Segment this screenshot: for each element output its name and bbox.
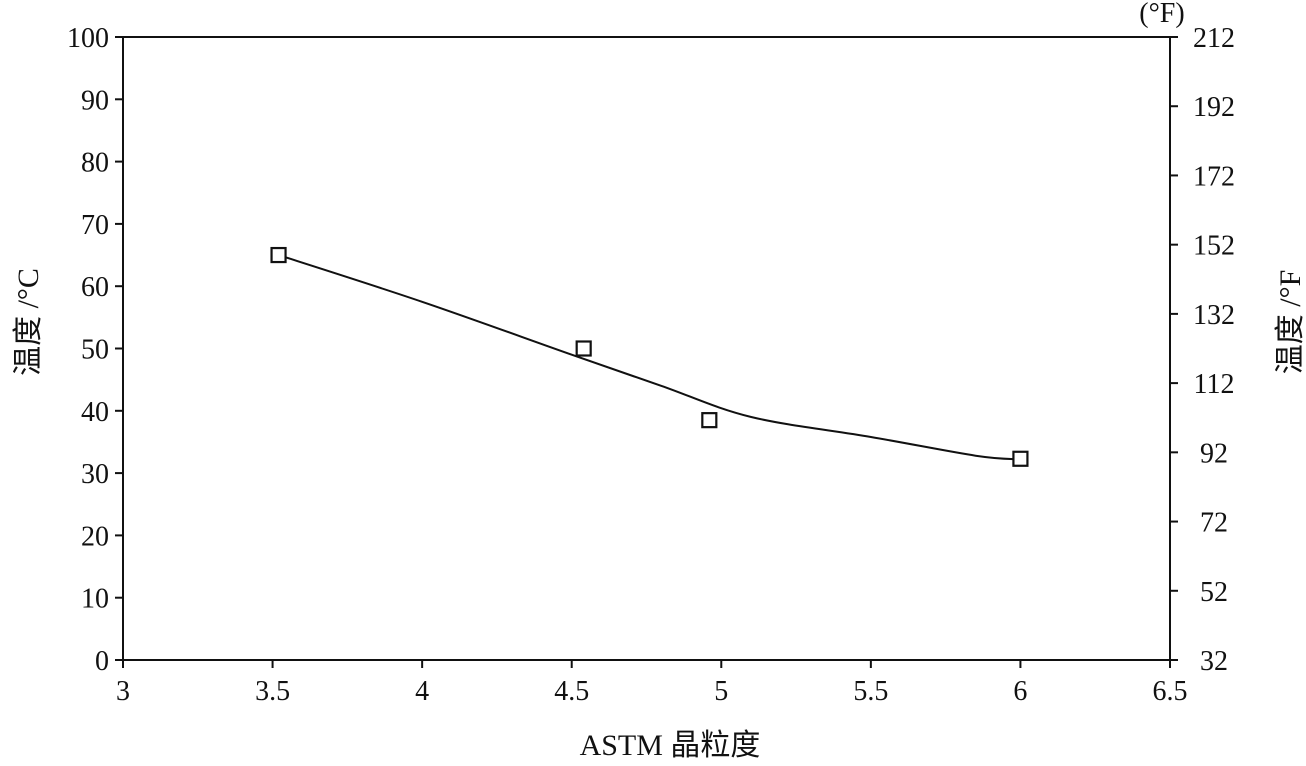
data-point-marker xyxy=(701,412,718,429)
data-point-marker xyxy=(1012,450,1029,467)
y-left-tick-label: 60 xyxy=(81,272,109,303)
data-point-marker xyxy=(575,340,592,357)
x-tick-label: 5 xyxy=(714,676,728,707)
y-left-tick-label: 20 xyxy=(81,521,109,552)
x-axis-title: ASTM 晶粒度 xyxy=(580,729,761,762)
x-tick-label: 6 xyxy=(1013,676,1027,707)
y-right-tick-label: 172 xyxy=(1193,161,1235,192)
y-right-tick-label: 92 xyxy=(1200,438,1228,469)
plot-frame xyxy=(122,36,1171,661)
right-unit-label: (°F) xyxy=(1139,0,1184,29)
x-tick-label: 4 xyxy=(415,676,429,707)
y-left-tick-label: 70 xyxy=(81,210,109,241)
y-right-tick-label: 212 xyxy=(1193,23,1235,54)
fit-curve xyxy=(278,254,1021,461)
y-left-tick-label: 80 xyxy=(81,148,109,179)
x-tick-label: 3.5 xyxy=(255,676,290,707)
y-left-tick-label: 40 xyxy=(81,397,109,428)
y-left-tick-label: 50 xyxy=(81,335,109,366)
x-tick-label: 6.5 xyxy=(1153,676,1188,707)
x-tick-label: 5.5 xyxy=(853,676,888,707)
y-right-tick-label: 112 xyxy=(1194,369,1235,400)
y-right-axis-ticks: 32 52 72 92 112 132 152 172 192 212 xyxy=(1170,23,1235,677)
x-axis-ticks: 3 3.5 4 4.5 5 5.5 6 6.5 xyxy=(116,660,1188,707)
y-right-tick-label: 132 xyxy=(1193,300,1235,331)
y-right-tick-label: 32 xyxy=(1200,646,1228,677)
y-right-tick-label: 192 xyxy=(1193,92,1235,123)
y-left-tick-label: 90 xyxy=(81,85,109,116)
y-right-tick-label: 152 xyxy=(1193,231,1235,262)
y-right-tick-label: 52 xyxy=(1200,577,1228,608)
y-left-tick-label: 30 xyxy=(81,459,109,490)
x-tick-label: 3 xyxy=(116,676,130,707)
x-tick-label: 4.5 xyxy=(554,676,589,707)
y-left-tick-label: 10 xyxy=(81,584,109,615)
data-markers xyxy=(270,246,1029,467)
y-left-tick-label: 100 xyxy=(67,23,109,54)
y-right-tick-label: 72 xyxy=(1200,508,1228,539)
data-point-marker xyxy=(270,246,287,264)
y-left-axis-ticks: 0 10 20 30 40 50 60 70 80 90 100 xyxy=(67,23,123,677)
y-right-axis-title: 温度 /°F xyxy=(1274,270,1306,375)
y-left-axis-title: 温度 /°C xyxy=(12,268,45,376)
y-left-tick-label: 0 xyxy=(95,646,109,677)
